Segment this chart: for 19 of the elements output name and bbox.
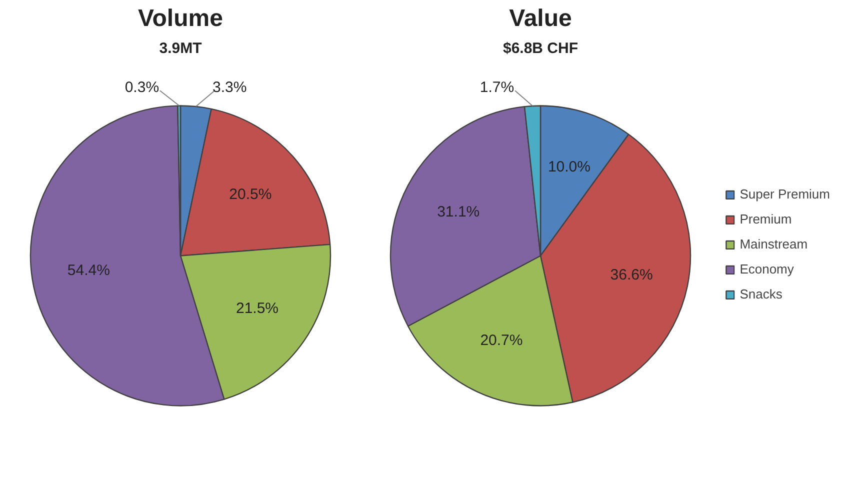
data-label: 20.5% [229,186,272,203]
data-label: 54.4% [67,262,110,279]
data-label: 10.0% [548,158,590,176]
data-label: 21.5% [236,300,279,317]
chart-title: Volume [138,5,223,32]
data-label: 0.3% [124,79,160,96]
legend-label: Economy [740,262,794,276]
data-label: 36.6% [610,266,653,284]
data-label: 31.1% [437,204,480,221]
legend-label: Super Premium [740,186,830,202]
data-label: 1.7% [480,79,514,96]
legend-label: Premium [740,212,792,226]
legend-label: Snacks [740,286,782,302]
data-label: 20.7% [480,332,523,349]
data-label: 3.3% [212,79,247,96]
chart-subtitle: $6.8B CHF [502,40,578,58]
legend-label: Mainstream [740,236,808,252]
chart-title: Value [509,5,572,32]
chart-subtitle: 3.9MT [159,40,202,58]
